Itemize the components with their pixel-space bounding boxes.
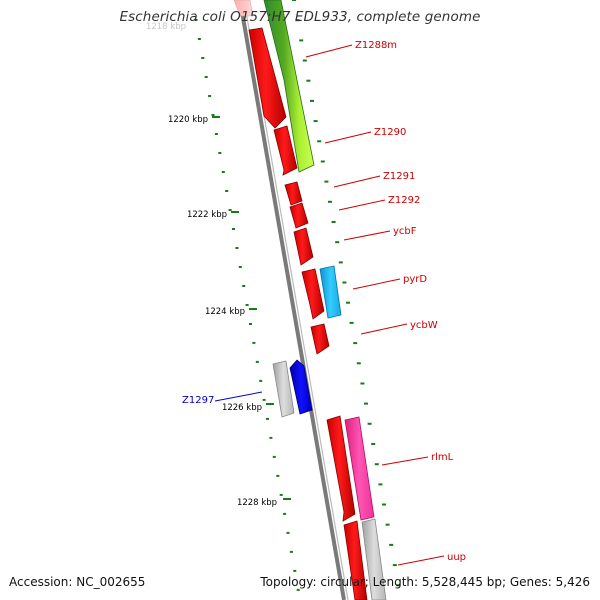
gene-red-z1290[interactable] [273,125,298,176]
gene-features [233,0,387,600]
gene-fragment-top-pale[interactable] [233,0,254,17]
gene-callouts: Z1288m Z1290 Z1291 Z1292 ycbF pyrD ycbW … [182,40,466,566]
gene-gray-z1297[interactable] [272,360,295,418]
callout-line-ycbf [343,230,391,241]
outer-ring-dots [292,0,401,587]
gene-red-rlml[interactable] [326,415,356,522]
gene-red-z1291[interactable] [284,181,303,206]
axis-ticks: 1220 kbp 1222 kbp 1224 kbp 1226 kbp 1228… [146,22,291,508]
gene-gray-uup[interactable] [361,518,387,600]
gene-label-uup[interactable]: uup [447,552,466,563]
gene-label-pyrd[interactable]: pyrD [403,274,427,285]
tick-label-1222: 1222 kbp [187,210,227,220]
callout-line-z1290 [324,131,372,144]
callout-line-z1288m [305,44,353,58]
tick-label-1226: 1226 kbp [222,403,262,413]
callout-line-rlml [381,456,429,466]
axis-ring-dots [194,19,300,591]
tick-label-1228: 1228 kbp [237,498,277,508]
gene-label-z1288m[interactable]: Z1288m [355,40,397,51]
gene-cyan-pyrd[interactable] [319,265,342,319]
gene-green-z1288m[interactable] [263,0,315,173]
callout-line-ycbw [360,323,408,335]
gene-label-z1291[interactable]: Z1291 [383,171,415,182]
gene-pink-rlml[interactable] [344,416,375,521]
callout-line-pyrd [352,278,401,290]
gene-red-1[interactable] [248,27,287,129]
accession-text: Accession: NC_002655 [9,575,146,589]
tick-label-1224: 1224 kbp [205,307,245,317]
tick-label-1220: 1220 kbp [168,115,208,125]
gene-label-z1292[interactable]: Z1292 [388,195,420,206]
gene-label-z1290[interactable]: Z1290 [374,127,406,138]
gene-label-ycbf[interactable]: ycbF [393,226,417,237]
gene-red-ycbf[interactable] [293,227,314,266]
map-title: Escherichia coli O157:H7 EDL933, complet… [119,9,481,25]
gene-red-z1292[interactable] [289,202,309,229]
gene-label-z1297[interactable]: Z1297 [182,395,214,406]
tick-label-partial-top: 1218 kbp [146,22,186,32]
gene-blue[interactable] [289,359,313,415]
gene-red-pyrd-neighbor[interactable] [301,268,325,320]
callout-line-z1292 [338,199,386,211]
genome-summary-text: Topology: circular; Length: 5,528,445 bp… [260,575,590,589]
callout-line-z1291 [333,175,381,188]
gene-red-bottom[interactable] [343,520,368,600]
gene-label-rlml[interactable]: rlmL [431,452,454,463]
callout-line-z1297 [214,391,263,402]
gene-label-ycbw[interactable]: ycbW [410,320,438,331]
gene-red-ycbw[interactable] [310,323,330,355]
callout-line-uup [397,555,445,566]
